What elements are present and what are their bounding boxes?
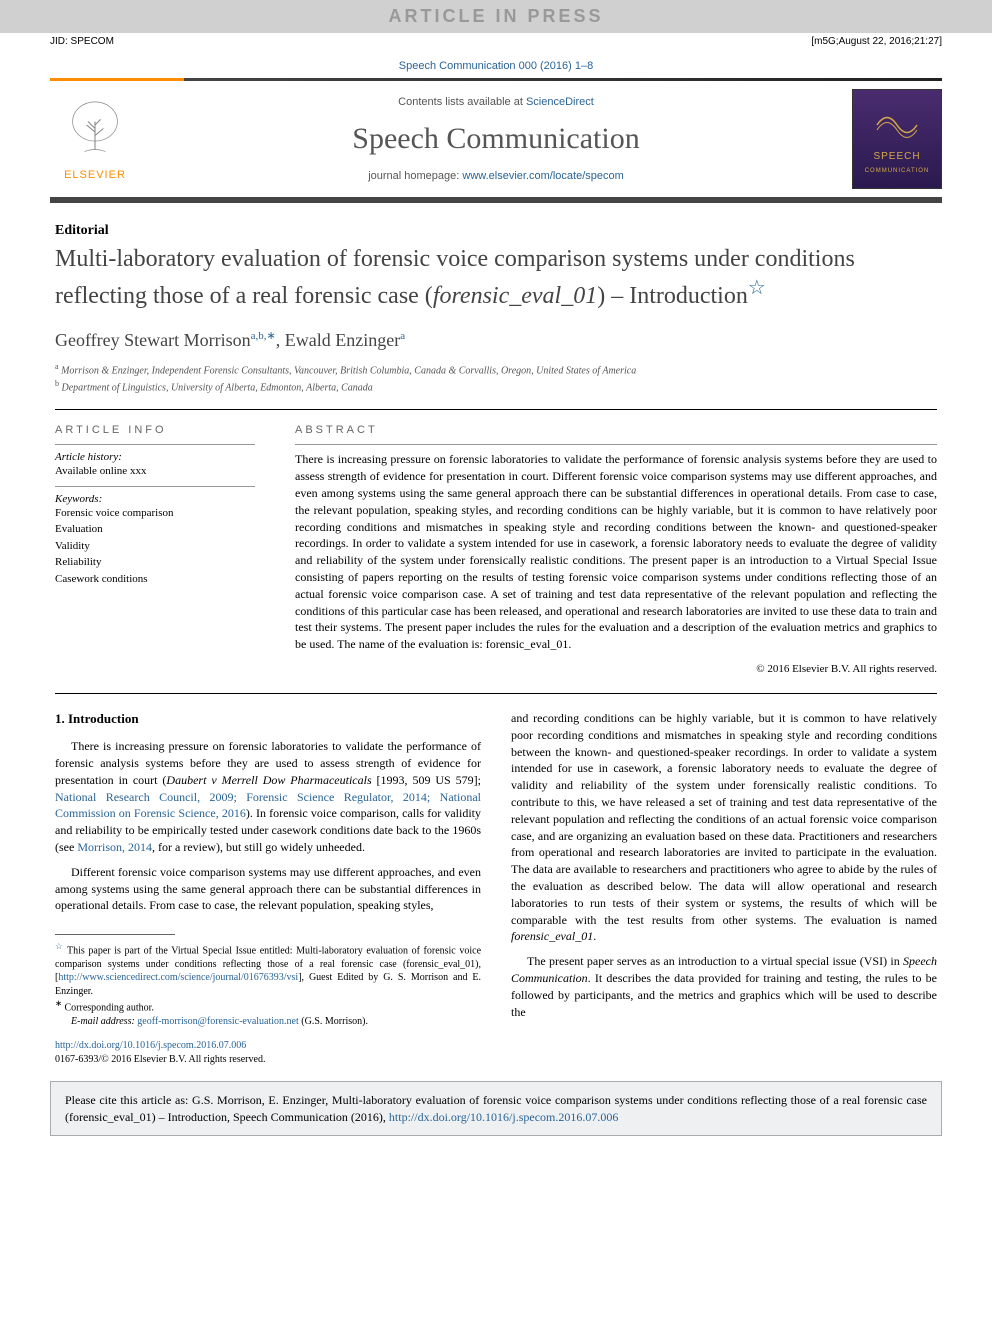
article-title: Multi-laboratory evaluation of forensic … bbox=[55, 243, 937, 313]
homepage-line: journal homepage: www.elsevier.com/locat… bbox=[160, 170, 832, 182]
specom-logo-text2: COMMUNICATION bbox=[865, 168, 930, 174]
affil-b-text: Department of Linguistics, University of… bbox=[62, 382, 373, 393]
body-columns: 1. Introduction There is increasing pres… bbox=[55, 710, 937, 1067]
keywords-label: Keywords: bbox=[55, 493, 255, 505]
body-divider bbox=[55, 693, 937, 694]
section1-heading: 1. Introduction bbox=[55, 710, 481, 728]
title-part2: ) – Introduction bbox=[597, 283, 748, 309]
kw5: Casework conditions bbox=[55, 571, 255, 588]
affil-a: a Morrison & Enzinger, Independent Foren… bbox=[55, 361, 937, 378]
contents-line: Contents lists available at ScienceDirec… bbox=[160, 96, 832, 108]
journal-header: ELSEVIER Contents lists available at Sci… bbox=[0, 81, 992, 197]
doi-link[interactable]: http://dx.doi.org/10.1016/j.specom.2016.… bbox=[55, 1040, 246, 1051]
info-divider bbox=[55, 444, 255, 445]
thick-bar bbox=[50, 197, 942, 203]
abstract-divider bbox=[295, 444, 937, 445]
jid-label: JID: SPECOM bbox=[50, 36, 114, 47]
col2-para2-pre: The present paper serves as an introduct… bbox=[527, 954, 903, 968]
history-text: Available online xxx bbox=[55, 463, 255, 480]
footnote-corr-icon: ∗ bbox=[55, 999, 62, 1008]
cite-box: Please cite this article as: G.S. Morris… bbox=[50, 1081, 942, 1137]
affiliations: a Morrison & Enzinger, Independent Foren… bbox=[55, 361, 937, 396]
info-divider2 bbox=[55, 486, 255, 487]
specom-wave-icon bbox=[872, 105, 922, 145]
footnote-star: ☆ This paper is part of the Virtual Spec… bbox=[55, 941, 481, 998]
footnote-corr-text: Corresponding author. bbox=[64, 1003, 153, 1014]
para1-ital: Daubert v Merrell Dow Pharmaceuticals bbox=[166, 773, 371, 787]
divider bbox=[55, 409, 937, 410]
para1-end: , for a review), but still go widely unh… bbox=[152, 840, 365, 854]
col2-para1: and recording conditions can be highly v… bbox=[511, 710, 937, 945]
doi-block: http://dx.doi.org/10.1016/j.specom.2016.… bbox=[55, 1039, 481, 1067]
title-italic: forensic_eval_01 bbox=[433, 283, 597, 309]
col2-para1-ital: forensic_eval_01 bbox=[511, 929, 593, 943]
history-label: Article history: bbox=[55, 451, 255, 463]
footnote-divider bbox=[55, 934, 175, 935]
doi-text: 0167-6393/© 2016 Elsevier B.V. All right… bbox=[55, 1054, 265, 1065]
homepage-pre: journal homepage: bbox=[368, 170, 462, 182]
info-abstract-row: ARTICLE INFO Article history: Available … bbox=[55, 424, 937, 675]
kw1: Forensic voice comparison bbox=[55, 505, 255, 522]
abstract-heading: ABSTRACT bbox=[295, 424, 937, 436]
col2-para1-end: . bbox=[593, 929, 596, 943]
col-left: 1. Introduction There is increasing pres… bbox=[55, 710, 481, 1067]
para1-mid: [1993, 509 US 579]; bbox=[372, 773, 481, 787]
footnote-star-icon: ☆ bbox=[55, 942, 64, 951]
info-heading: ARTICLE INFO bbox=[55, 424, 255, 436]
elsevier-text: ELSEVIER bbox=[64, 169, 126, 181]
keywords: Forensic voice comparison Evaluation Val… bbox=[55, 505, 255, 588]
jid-row: JID: SPECOM [m5G;August 22, 2016;21:27] bbox=[0, 33, 992, 50]
elsevier-logo: ELSEVIER bbox=[50, 89, 140, 189]
journal-title: Speech Communication bbox=[160, 122, 832, 156]
col2-para2: The present paper serves as an introduct… bbox=[511, 953, 937, 1020]
page: ARTICLE IN PRESS JID: SPECOM [m5G;August… bbox=[0, 0, 992, 1323]
journal-ref: Speech Communication 000 (2016) 1–8 bbox=[0, 50, 992, 78]
m5g-label: [m5G;August 22, 2016;21:27] bbox=[811, 36, 942, 47]
article-info: ARTICLE INFO Article history: Available … bbox=[55, 424, 255, 675]
kw4: Reliability bbox=[55, 554, 255, 571]
specom-logo-text1: SPEECH bbox=[873, 151, 920, 162]
abstract-text: There is increasing pressure on forensic… bbox=[295, 451, 937, 653]
col-right: and recording conditions can be highly v… bbox=[511, 710, 937, 1067]
kw2: Evaluation bbox=[55, 521, 255, 538]
content: Editorial Multi-laboratory evaluation of… bbox=[0, 223, 992, 1067]
footnote-email-pre: E-mail address: bbox=[71, 1016, 137, 1027]
authors: Geoffrey Stewart Morrisona,b,∗, Ewald En… bbox=[55, 329, 937, 351]
journal-center: Contents lists available at ScienceDirec… bbox=[160, 96, 832, 182]
homepage-link[interactable]: www.elsevier.com/locate/specom bbox=[462, 170, 623, 182]
footnote-email-end: (G.S. Morrison). bbox=[299, 1016, 368, 1027]
author1: Geoffrey Stewart Morrison bbox=[55, 330, 251, 350]
title-star-icon: ☆ bbox=[748, 277, 766, 299]
footnote-corr: ∗ Corresponding author. bbox=[55, 998, 481, 1015]
kw3: Validity bbox=[55, 538, 255, 555]
footnote-email-link[interactable]: geoff-morrison@forensic-evaluation.net bbox=[137, 1016, 298, 1027]
elsevier-tree-icon bbox=[60, 97, 130, 167]
sciencedirect-link[interactable]: ScienceDirect bbox=[526, 96, 594, 108]
para2: Different forensic voice comparison syst… bbox=[55, 864, 481, 914]
para1-link2[interactable]: Morrison, 2014 bbox=[77, 840, 152, 854]
author1-sup: a,b,∗ bbox=[251, 330, 276, 342]
watermark-bar: ARTICLE IN PRESS bbox=[0, 0, 992, 33]
specom-logo: SPEECH COMMUNICATION bbox=[852, 89, 942, 189]
para1: There is increasing pressure on forensic… bbox=[55, 738, 481, 856]
footnote-email: E-mail address: geoff-morrison@forensic-… bbox=[55, 1015, 481, 1029]
author2-sup: a bbox=[400, 330, 405, 342]
affil-a-text: Morrison & Enzinger, Independent Forensi… bbox=[61, 365, 636, 376]
abstract-col: ABSTRACT There is increasing pressure on… bbox=[295, 424, 937, 675]
copyright: © 2016 Elsevier B.V. All rights reserved… bbox=[295, 663, 937, 675]
cite-link[interactable]: http://dx.doi.org/10.1016/j.specom.2016.… bbox=[389, 1110, 618, 1124]
contents-pre: Contents lists available at bbox=[398, 96, 526, 108]
author2: , Ewald Enzinger bbox=[276, 330, 400, 350]
footnote-star-link[interactable]: http://www.sciencedirect.com/science/jou… bbox=[58, 972, 298, 983]
journal-ref-link[interactable]: Speech Communication 000 (2016) 1–8 bbox=[399, 60, 593, 72]
editorial-label: Editorial bbox=[55, 223, 937, 239]
affil-b: b Department of Linguistics, University … bbox=[55, 378, 937, 395]
col2-para1-pre: and recording conditions can be highly v… bbox=[511, 711, 937, 927]
